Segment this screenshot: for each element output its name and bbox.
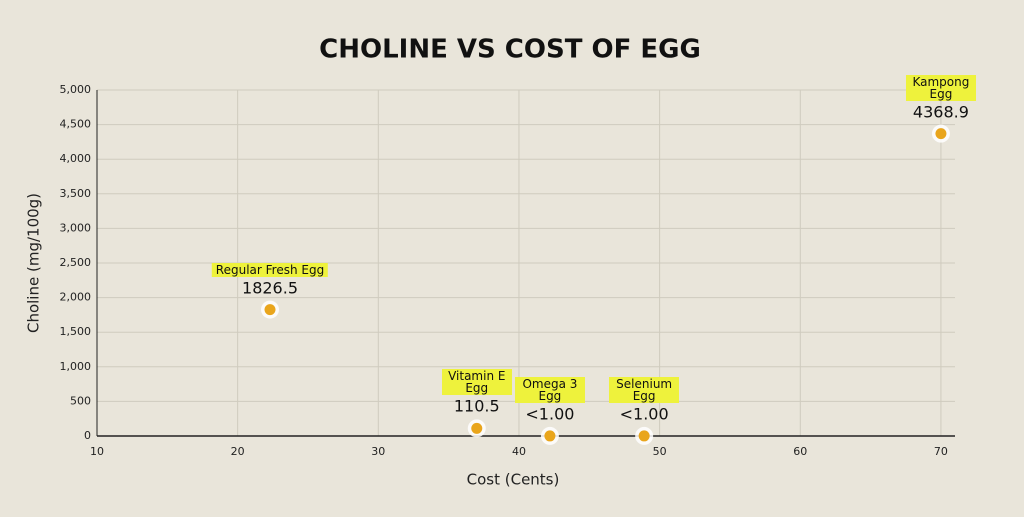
x-tick-label: 20 bbox=[231, 445, 245, 458]
point bbox=[471, 422, 483, 434]
x-tick-label: 40 bbox=[512, 445, 526, 458]
point bbox=[638, 430, 650, 442]
x-axis-label: Cost (Cents) bbox=[467, 471, 560, 489]
y-tick-label: 1,500 bbox=[60, 325, 92, 338]
x-tick-label: 10 bbox=[90, 445, 104, 458]
y-tick-label: 4,500 bbox=[60, 118, 92, 131]
y-tick-label: 4,000 bbox=[60, 152, 92, 165]
y-tick-label: 1,000 bbox=[60, 360, 92, 373]
point-label: Regular Fresh Egg bbox=[211, 262, 329, 277]
point-label: Omega 3 Egg bbox=[514, 376, 585, 403]
x-tick-label: 50 bbox=[653, 445, 667, 458]
y-tick-label: 3,000 bbox=[60, 221, 92, 234]
y-tick-label: 3,500 bbox=[60, 187, 92, 200]
point bbox=[935, 128, 947, 140]
x-tick-label: 70 bbox=[934, 445, 948, 458]
value-label: <1.00 bbox=[525, 404, 575, 424]
point bbox=[544, 430, 556, 442]
y-tick-label: 0 bbox=[84, 429, 91, 442]
value-label: 110.5 bbox=[453, 396, 500, 416]
point-label: Vitamin E Egg bbox=[441, 369, 512, 396]
x-tick-label: 30 bbox=[371, 445, 385, 458]
value-label: 1826.5 bbox=[242, 278, 298, 298]
x-tick-label: 60 bbox=[793, 445, 807, 458]
y-tick-label: 500 bbox=[70, 394, 91, 407]
point-label: Kampong Egg bbox=[905, 74, 976, 101]
y-tick-label: 5,000 bbox=[60, 83, 92, 96]
value-label: 4368.9 bbox=[912, 102, 969, 122]
y-axis-label: Choline (mg/100g) bbox=[25, 193, 43, 333]
point-label: Selenium Egg bbox=[609, 376, 680, 403]
y-tick-label: 2,500 bbox=[60, 256, 92, 269]
chart-title: CHOLINE VS COST OF EGG bbox=[319, 35, 701, 65]
value-label: <1.00 bbox=[619, 404, 669, 424]
point bbox=[264, 304, 276, 316]
y-tick-label: 2,000 bbox=[60, 291, 92, 304]
